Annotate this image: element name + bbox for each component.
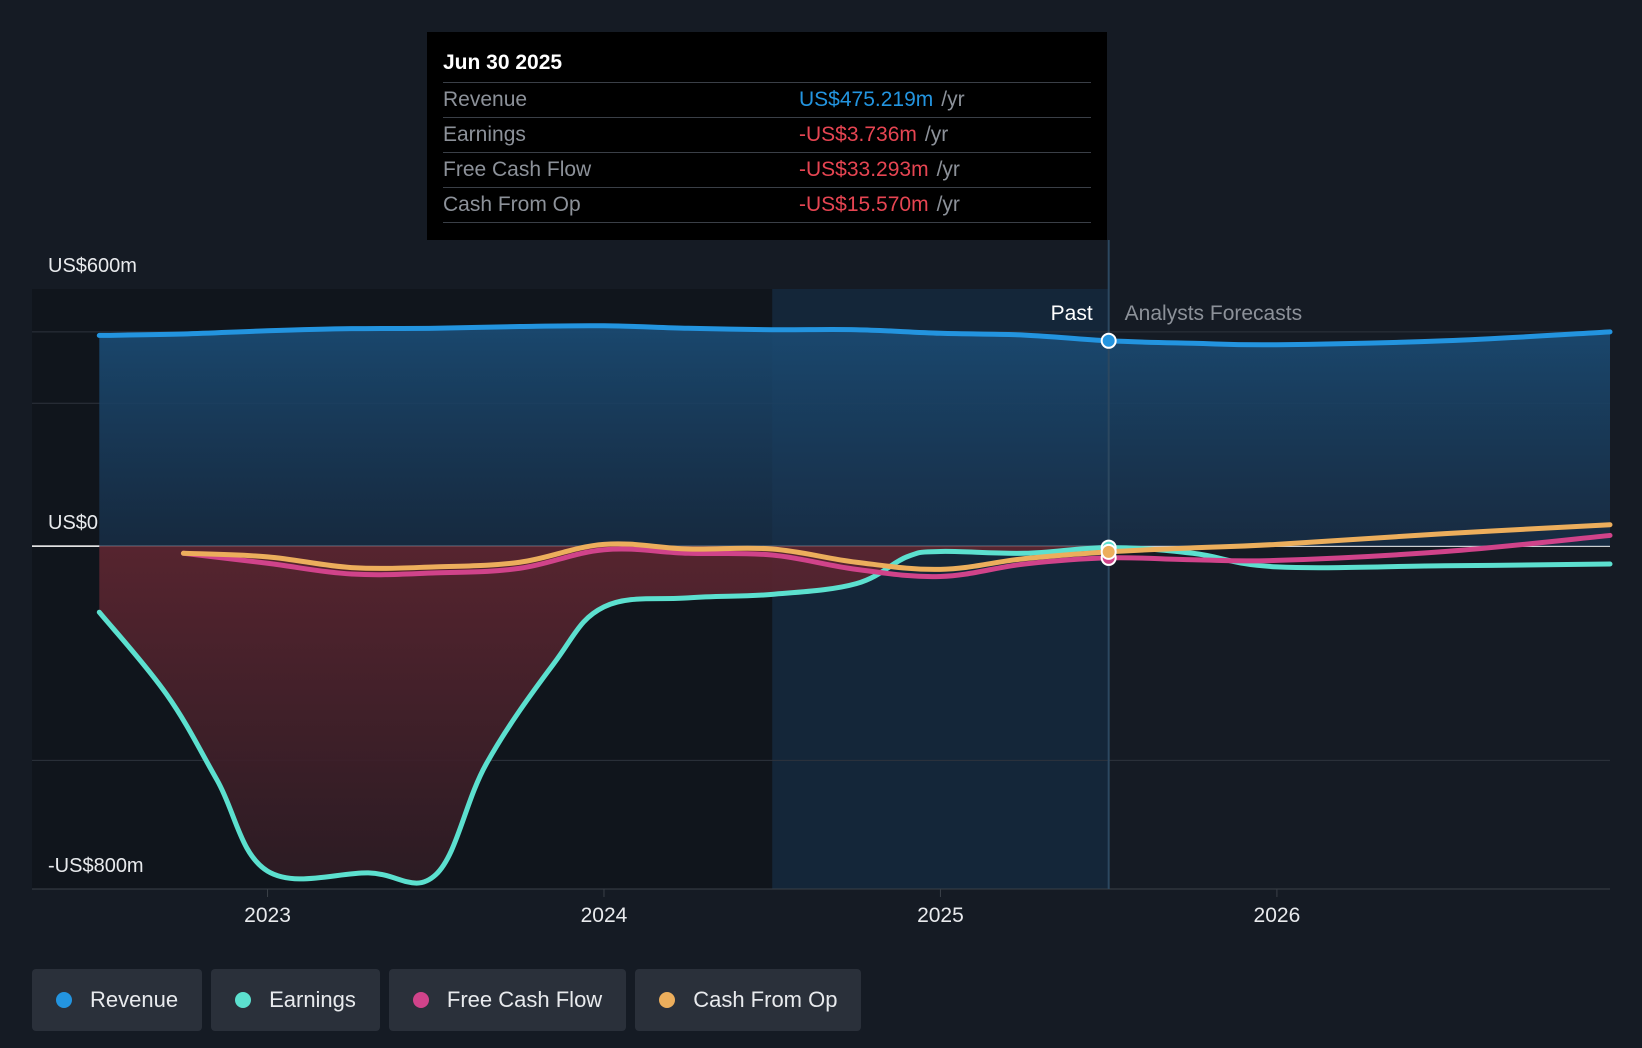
tooltip-unit: /yr [936, 158, 960, 181]
series-line-cash-from-op [180, 522, 1613, 572]
tooltip-value: US$475.219m [799, 88, 934, 111]
legend-item-revenue[interactable]: Revenue [32, 969, 203, 1031]
series-line-free-cash-flow [180, 532, 1613, 580]
legend-label: Cash From Op [693, 987, 838, 1012]
axis-labels: US$600m US$0 -US$800m 2023 2024 2025 202… [48, 255, 1302, 927]
tooltip-row-free-cash-flow: Free Cash Flow -US$33.293m /yr [443, 153, 1091, 188]
x-tick-label: 2023 [244, 904, 291, 927]
legend-item-cash-from-op[interactable]: Cash From Op [635, 969, 862, 1031]
tooltip-row-cash-from-op: Cash From Op -US$15.570m /yr [443, 188, 1091, 223]
tooltip-value: -US$3.736m [799, 123, 917, 146]
legend: Revenue Earnings Free Cash Flow Cash Fro… [32, 969, 862, 1031]
marker-cash-from-op [1100, 543, 1117, 560]
tooltip-row-revenue: Revenue US$475.219m /yr [443, 83, 1091, 118]
earnings-dot-icon [235, 992, 252, 1008]
legend-label: Earnings [269, 987, 356, 1012]
tooltip-label: Revenue [443, 88, 528, 111]
tooltip-unit: /yr [924, 123, 949, 146]
past-label: Past [1051, 302, 1093, 325]
marker-revenue [1100, 332, 1117, 349]
legend-label: Revenue [90, 987, 179, 1012]
legend-label: Free Cash Flow [446, 987, 603, 1012]
tooltip-date: Jun 30 2025 [443, 46, 1091, 83]
earnings-area [99, 546, 1109, 884]
series-lines [96, 323, 1613, 886]
tooltip-label: Free Cash Flow [443, 158, 592, 181]
legend-item-earnings[interactable]: Earnings [211, 969, 380, 1031]
markers [1100, 332, 1117, 566]
x-tick-label: 2025 [917, 904, 964, 927]
cash-from-op-dot-icon [659, 992, 676, 1008]
y-tick-label: -US$800m [48, 855, 144, 877]
tooltip: Jun 30 2025 Revenue US$475.219m /yr Earn… [427, 32, 1107, 240]
tooltip-value: -US$33.293m [799, 158, 929, 181]
revenue-dot-icon [56, 992, 72, 1008]
tooltip-label: Earnings [443, 123, 526, 146]
series-line-earnings [96, 545, 1613, 886]
series-line-revenue [96, 323, 1613, 348]
free-cash-flow-dot-icon [412, 992, 429, 1008]
tooltip-label: Cash From Op [443, 193, 581, 216]
forecast-label: Analysts Forecasts [1125, 302, 1302, 325]
y-tick-label: US$0 [48, 512, 98, 534]
x-tick-label: 2024 [581, 904, 628, 927]
areas [99, 325, 1610, 884]
tooltip-unit: /yr [941, 88, 965, 111]
tooltip-unit: /yr [936, 193, 960, 216]
revenue-area [99, 325, 1610, 547]
y-tick-label: US$600m [48, 255, 137, 277]
legend-item-free-cash-flow[interactable]: Free Cash Flow [388, 969, 627, 1031]
x-tick-label: 2026 [1254, 904, 1301, 927]
tooltip-row-earnings: Earnings -US$3.736m /yr [443, 118, 1091, 153]
tooltip-value: -US$15.570m [799, 193, 929, 216]
